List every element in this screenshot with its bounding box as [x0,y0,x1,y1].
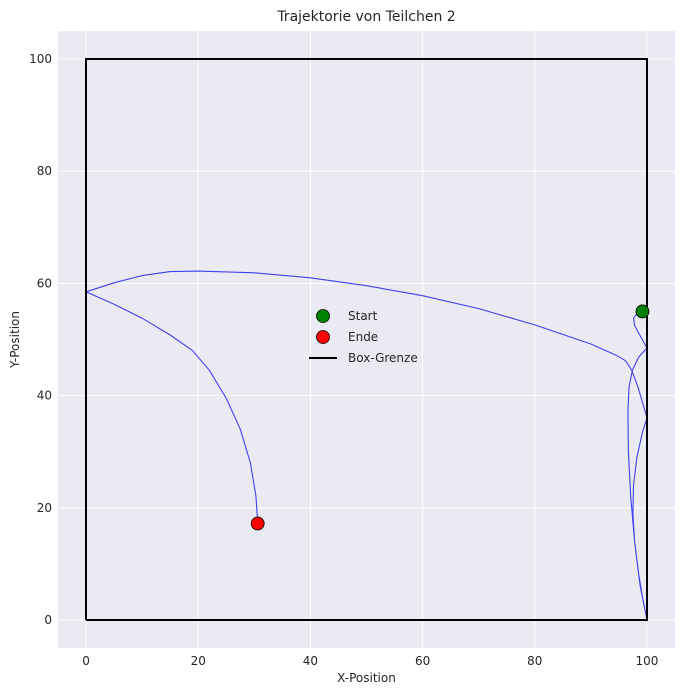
y-tick-label: 80 [37,164,52,178]
x-tick-label: 100 [636,654,659,668]
end-marker [250,516,265,531]
y-tick-label: 60 [37,276,52,290]
y-tick-label: 100 [29,52,52,66]
y-axis-label: Y-Position [8,311,22,369]
series-layer [85,58,648,621]
legend-label: Start [348,309,378,323]
tick-labels: 0 20 40 60 80 100 0 20 40 60 80 100 [29,52,658,668]
x-axis-label: X-Position [337,671,396,685]
x-tick-label: 40 [303,654,318,668]
y-tick-label: 0 [44,613,52,627]
legend-label: Box-Grenze [348,351,418,365]
x-tick-label: 0 [82,654,90,668]
y-tick-label: 20 [37,501,52,515]
start-marker [635,304,650,319]
grid-lines [58,31,675,648]
box-boundary-line [85,58,648,621]
legend: Start Ende Box-Grenze [309,309,418,365]
x-tick-label: 80 [527,654,542,668]
plot-area [58,31,675,648]
chart-title: Trajektorie von Teilchen 2 [276,9,455,25]
markers-layer [250,304,650,531]
y-tick-label: 40 [37,389,52,403]
legend-label: Ende [348,330,378,344]
legend-marker [316,330,330,344]
x-tick-label: 60 [415,654,430,668]
legend-marker [316,309,330,323]
trajectory-line [85,270,648,621]
x-tick-label: 20 [191,654,206,668]
